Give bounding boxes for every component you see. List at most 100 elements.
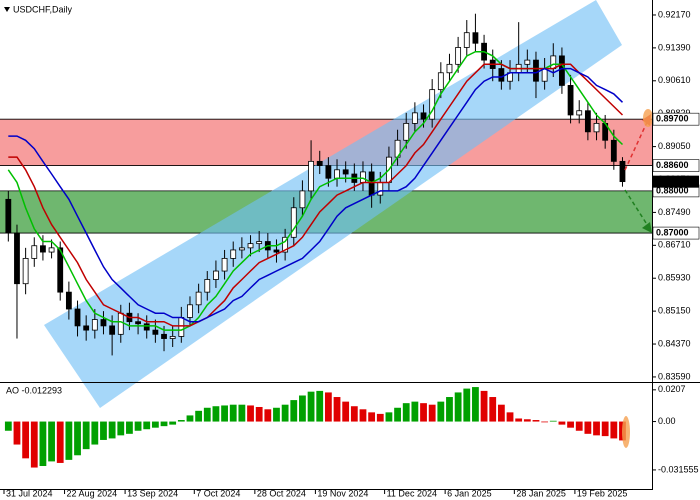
ao-bar: [376, 413, 384, 422]
ao-bar: [506, 412, 514, 422]
candle-body: [576, 110, 583, 116]
candle-body: [299, 190, 306, 209]
candle-body: [610, 139, 617, 162]
ao-bar: [13, 421, 21, 445]
ao-bar: [549, 420, 557, 422]
candle-body: [48, 247, 55, 253]
candle-body: [342, 169, 349, 175]
candle-body: [143, 323, 150, 331]
x-tick-label: 19 Feb 2025: [577, 488, 628, 498]
y-tick-label: 0.0207: [658, 384, 686, 394]
ao-bar: [394, 407, 401, 422]
y-tick-label: 0.85150: [658, 306, 691, 316]
chart-title: USDCHF,Daily: [13, 4, 73, 14]
candle-body: [368, 171, 375, 196]
candle-body: [584, 110, 591, 133]
zone: [0, 119, 652, 166]
ao-bar: [143, 421, 151, 430]
candle-body: [463, 32, 470, 48]
y-tick-label: 0.89050: [658, 141, 691, 151]
ao-bar: [601, 421, 609, 437]
ao-bar: [593, 421, 600, 436]
ao-bar: [316, 390, 324, 422]
ao-bar: [454, 392, 462, 422]
ao-bar: [385, 412, 393, 422]
candle-body: [455, 47, 462, 65]
candle-body: [619, 160, 626, 183]
ao-bar: [39, 421, 47, 467]
x-tick-label: 13 Sep 2024: [127, 488, 178, 498]
ao-bar: [368, 412, 376, 422]
ao-bar: [472, 387, 479, 422]
ao-bar: [30, 421, 38, 468]
level-label: 0.88000: [656, 185, 689, 195]
ao-bar: [169, 421, 177, 425]
ao-bar: [420, 403, 427, 422]
candle-body: [567, 85, 574, 116]
ao-bar: [497, 404, 505, 422]
ao-bar: [567, 421, 574, 428]
ao-bar: [100, 421, 107, 440]
level-label: 0.87000: [656, 227, 689, 237]
ao-bar: [4, 421, 12, 431]
candle-body: [161, 333, 167, 339]
x-tick-label: 19 Nov 2024: [317, 488, 368, 498]
candle-body: [308, 160, 314, 192]
level-label-box: [652, 112, 700, 126]
ao-bar: [255, 406, 263, 422]
candle-body: [437, 72, 444, 91]
ao-bar: [584, 421, 592, 434]
ao-panel: [4, 387, 626, 468]
candle-body: [204, 279, 211, 293]
y-tick-label: 0.85930: [658, 273, 691, 283]
candle-body: [169, 336, 176, 339]
ao-bar: [186, 415, 194, 422]
x-tick-label: 31 Jul 2024: [6, 488, 53, 498]
ao-bar: [108, 421, 116, 439]
ao-bar: [134, 421, 142, 431]
candle-body: [420, 112, 427, 120]
ao-bar: [411, 401, 419, 422]
ao-bar: [48, 421, 55, 462]
marker: [643, 109, 653, 127]
forecast-arrow-down: [624, 189, 649, 227]
ao-bar: [281, 404, 289, 422]
x-tick-label: 28 Jan 2025: [516, 488, 566, 498]
forecast-arrow-up: [624, 119, 649, 171]
ao-bar: [350, 406, 358, 422]
candle-body: [238, 247, 245, 251]
x-tick-label: 11 Dec 2024: [387, 488, 437, 498]
menu-triangle: [4, 7, 10, 12]
candle-body: [152, 329, 159, 335]
ao-bar: [151, 421, 159, 428]
moving-average: [8, 63, 624, 327]
ao-bar: [446, 397, 453, 422]
ao-bar: [212, 406, 220, 422]
candle-body: [31, 245, 38, 259]
ao-bar: [56, 421, 64, 463]
candle-body: [334, 169, 340, 179]
ao-bar: [489, 397, 497, 422]
candle-body: [498, 68, 505, 82]
candle-body: [256, 241, 263, 245]
ao-bar: [523, 419, 531, 422]
ao-bar: [480, 390, 488, 422]
ao-bar: [160, 421, 168, 427]
candle-body: [247, 243, 254, 249]
candle-body: [472, 32, 479, 44]
x-tick-label: 6 Jan 2025: [447, 488, 492, 498]
ao-bar: [342, 401, 350, 422]
candle-body: [83, 325, 90, 331]
level-label-box: [652, 226, 700, 240]
candle-body: [325, 165, 332, 179]
ao-bar: [117, 421, 125, 436]
candle-body: [446, 63, 453, 74]
x-tick-label: 28 Oct 2024: [257, 488, 306, 498]
ao-bar: [610, 421, 618, 439]
ao-bar: [515, 418, 523, 422]
candle-body: [360, 171, 366, 183]
candle-body: [57, 247, 64, 293]
x-tick-label: 22 Aug 2024: [67, 488, 118, 498]
